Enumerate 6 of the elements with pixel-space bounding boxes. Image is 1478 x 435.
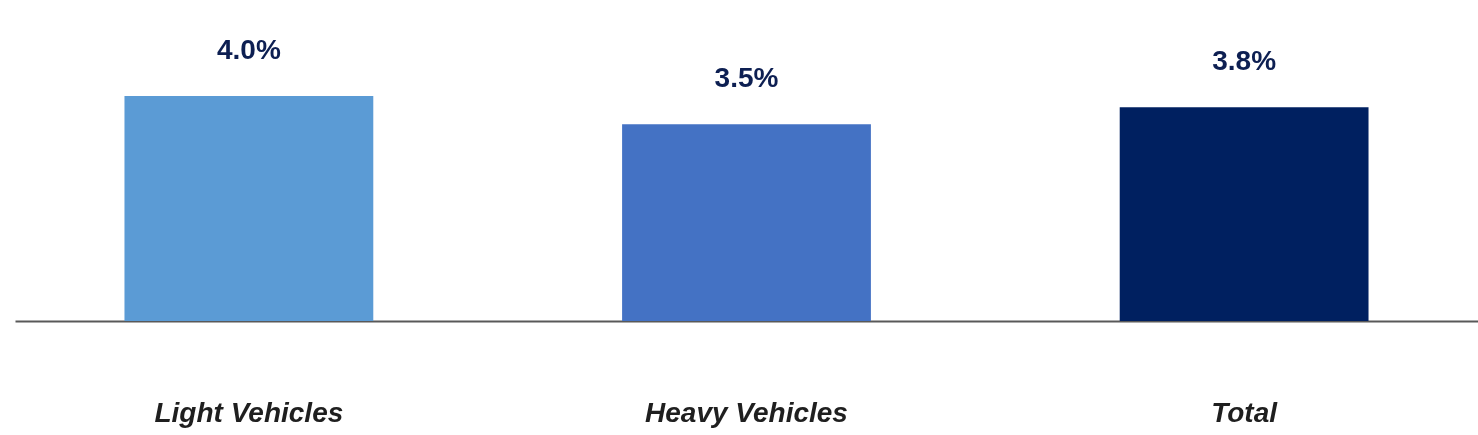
x-tick-label: Total — [1211, 396, 1279, 428]
data-label: 3.5% — [714, 62, 779, 94]
x-tick-label: Light Vehicles — [154, 396, 344, 428]
data-label: 4.0% — [216, 34, 281, 65]
x-tick-label: Heavy Vehicles — [645, 396, 848, 428]
data-label: 3.8% — [1212, 45, 1277, 77]
